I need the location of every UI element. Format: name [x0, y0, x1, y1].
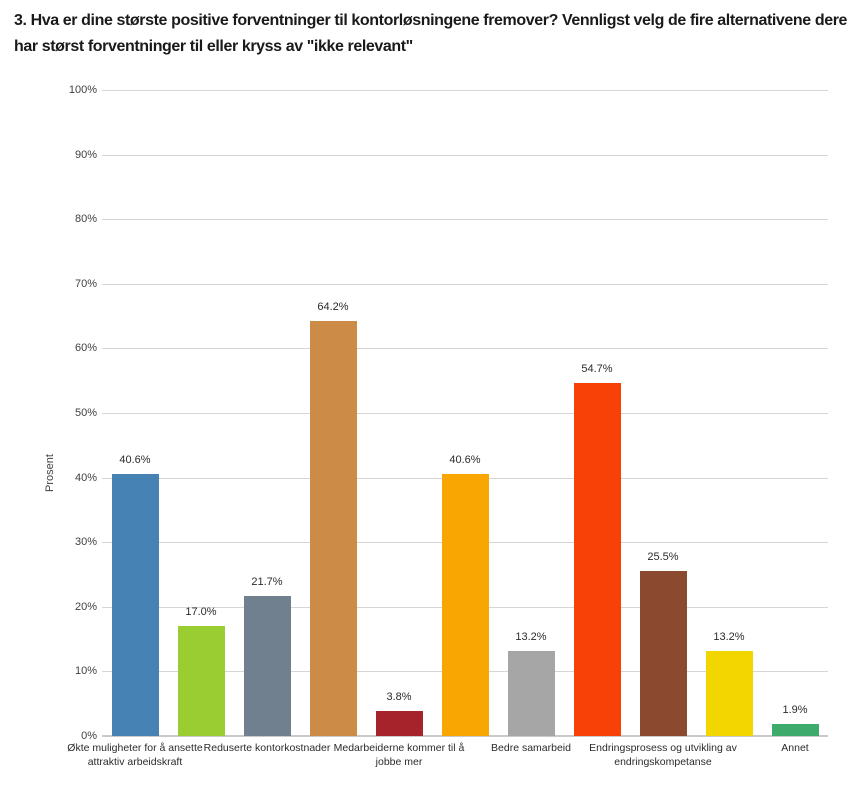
x-category-label: Bedre samarbeid	[491, 742, 571, 754]
chart-title: 3. Hva er dine største positive forventn…	[14, 12, 848, 55]
y-tick-label: 0%	[81, 730, 97, 742]
x-category-label: Endringsprosess og utvikling av endrings…	[589, 742, 737, 768]
bar	[111, 473, 159, 736]
gridline	[102, 219, 828, 221]
x-category-label: Økte muligheter for å ansette attraktiv …	[67, 742, 203, 768]
y-tick-label: 10%	[74, 665, 97, 678]
y-tick-label: 40%	[74, 471, 97, 484]
y-tick-label: 20%	[74, 600, 97, 613]
bar	[771, 723, 819, 736]
y-tick-label: 70%	[74, 277, 97, 290]
bar	[177, 626, 225, 736]
y-tick-label: 30%	[74, 536, 97, 549]
bar-value-label: 54.7%	[581, 362, 613, 375]
bar-value-label: 40.6%	[449, 453, 481, 466]
bar	[441, 473, 489, 736]
bar-value-label: 17.0%	[185, 606, 217, 619]
bar-value-label: 13.2%	[515, 630, 547, 643]
bar	[243, 595, 291, 736]
bar	[309, 321, 357, 736]
y-tick-label: 100%	[68, 84, 97, 96]
gridline	[102, 90, 828, 91]
y-tick-label: 90%	[74, 148, 97, 161]
y-tick-label: 50%	[74, 407, 97, 419]
bar-value-label: 13.2%	[713, 630, 745, 643]
bar-value-label: 25.5%	[647, 551, 679, 564]
bar	[507, 650, 555, 736]
gridline	[102, 348, 828, 350]
x-axis-line	[102, 735, 828, 737]
gridline	[102, 413, 828, 414]
bar-chart: Prosent 0% 10% 20% 30% 40% 50% 60% 70% 80% 90% 100…	[0, 60, 852, 789]
bar-value-label: 21.7%	[251, 575, 283, 588]
gridline	[102, 283, 828, 285]
bar-value-label: 64.2%	[317, 301, 349, 314]
gridline	[102, 154, 828, 156]
x-category-label: Medarbeiderne kommer til å jobbe mer	[333, 742, 465, 768]
bar-value-label: 1.9%	[782, 703, 808, 716]
y-tick-label: 60%	[74, 342, 97, 355]
bar-value-label: 3.8%	[386, 691, 412, 704]
bar	[375, 711, 423, 736]
x-category-label: Annet	[781, 742, 809, 754]
y-tick-label: 80%	[74, 213, 97, 226]
bar	[639, 571, 687, 736]
x-category-label: Reduserte kontorkostnader	[203, 742, 331, 754]
bar	[573, 382, 621, 736]
bar	[705, 650, 753, 736]
bar-value-label: 40.6%	[119, 453, 151, 466]
